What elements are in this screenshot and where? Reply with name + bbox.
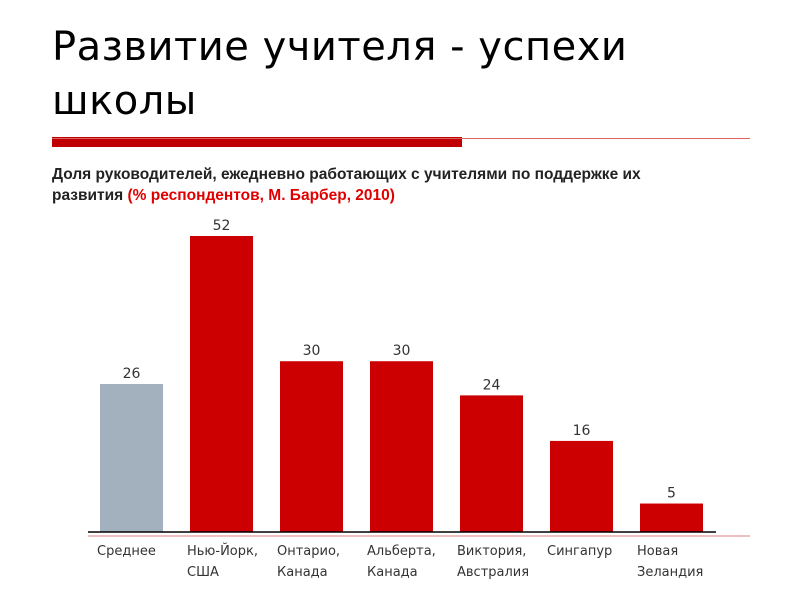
data-label: 26 — [123, 366, 141, 382]
data-label: 16 — [573, 423, 591, 439]
bar — [190, 236, 253, 532]
category-label: Новая Зеландия — [637, 544, 704, 580]
bar — [550, 440, 613, 532]
bar — [370, 361, 433, 532]
data-label: 30 — [303, 343, 321, 359]
subtitle-source: (% респондентов, М. Барбер, 2010) — [127, 187, 395, 204]
subtitle-text: Доля руководителей, ежедневно работающих… — [52, 166, 641, 204]
chart-subtitle: Доля руководителей, ежедневно работающих… — [52, 164, 692, 206]
data-label: 24 — [483, 377, 501, 393]
slide-title: Развитие учителя - успехи школы — [52, 24, 628, 124]
title-underline — [52, 138, 750, 139]
data-label: 52 — [213, 218, 231, 234]
data-label: 30 — [393, 343, 411, 359]
category-label: Сингапур — [547, 544, 613, 559]
bar — [100, 384, 163, 532]
bar — [460, 395, 523, 532]
category-label: Альберта, Канада — [367, 544, 436, 580]
category-label: Нью-Йорк, США — [187, 544, 258, 580]
data-label: 5 — [667, 486, 676, 502]
title-underline-accent — [52, 137, 462, 147]
category-label: Виктория, Австралия — [457, 544, 530, 580]
bar — [640, 503, 703, 532]
category-label: Онтарио, Канада — [277, 544, 341, 580]
bar — [280, 361, 343, 532]
category-label: Среднее — [97, 544, 156, 559]
